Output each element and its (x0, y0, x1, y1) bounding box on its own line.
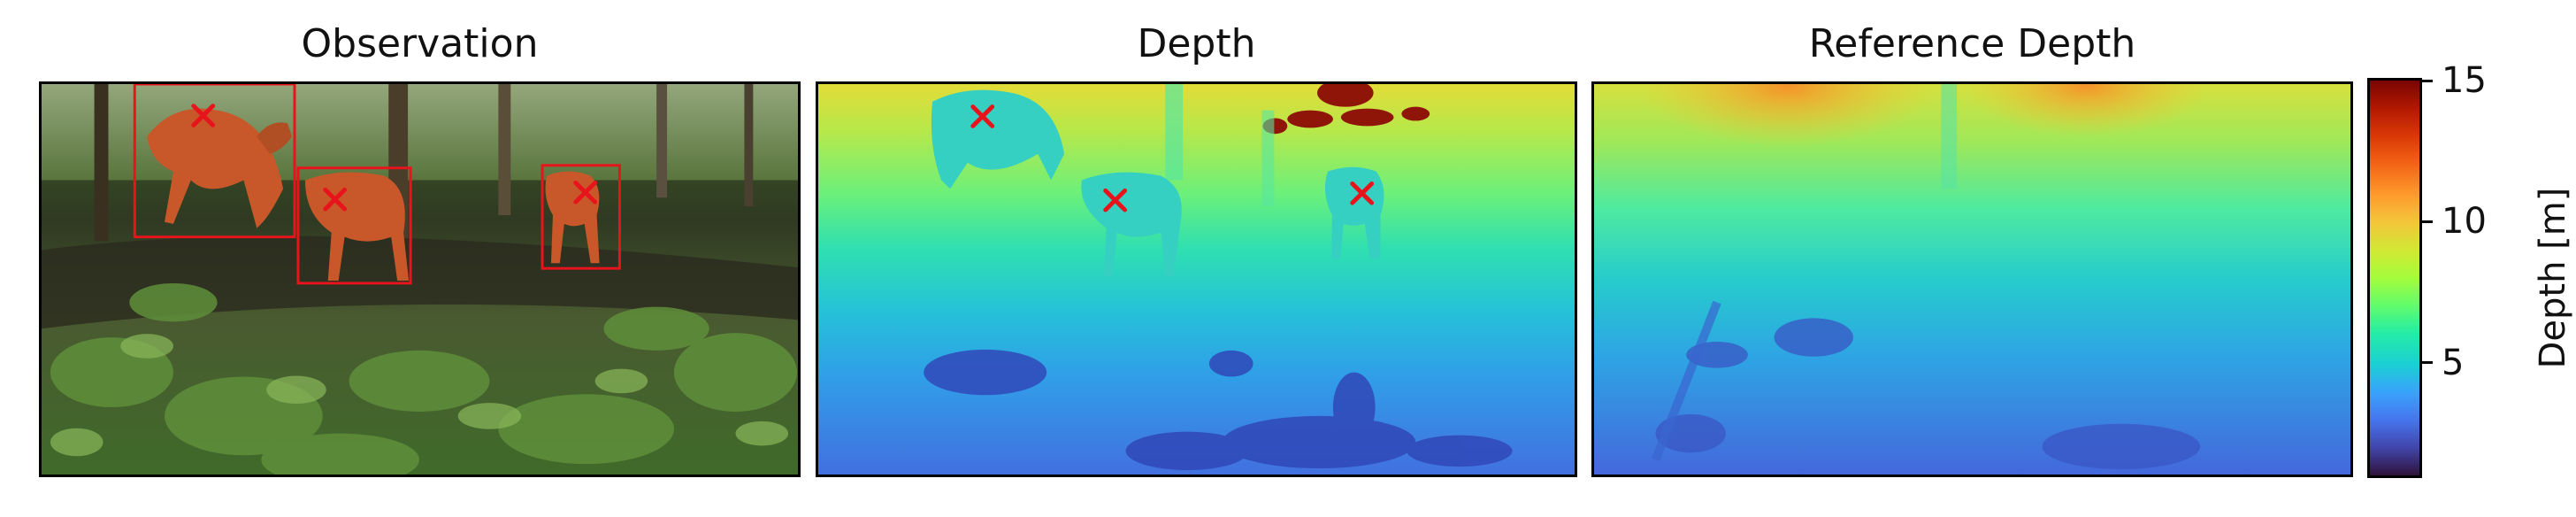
deer-depth-silhouettes (931, 89, 1384, 277)
observation-panel (39, 81, 801, 477)
depth-marker-x-2 (1103, 188, 1128, 212)
deer-2 (304, 172, 410, 281)
depth-map (818, 84, 1575, 475)
colorbar-tick-label-15: 15 (2442, 60, 2487, 101)
depth-panel (816, 81, 1577, 477)
depth-title: Depth (1137, 21, 1256, 66)
depth-colorbar (2367, 78, 2422, 478)
reference-depth-title: Reference Depth (1808, 21, 2136, 66)
deer-1 (147, 108, 293, 228)
detection-box-3 (540, 164, 621, 270)
colorbar-tick-label-10: 10 (2442, 201, 2487, 243)
detection-box-1 (133, 84, 296, 239)
reference-depth-map (1594, 84, 2350, 475)
marker-x-3 (573, 181, 598, 204)
observation-image (42, 84, 798, 475)
colorbar-tick-label-5: 5 (2442, 342, 2465, 383)
depth-marker-x-3 (1350, 181, 1375, 205)
detection-box-2 (296, 166, 412, 285)
reference-depth-panel (1591, 81, 2353, 477)
marker-x-2 (323, 187, 348, 212)
colorbar-tick-15 (2422, 79, 2433, 82)
colorbar-axis-label: Depth [m] (2533, 187, 2573, 369)
colorbar-tick-5 (2422, 361, 2433, 365)
observation-title: Observation (301, 21, 539, 66)
marker-x-1 (191, 104, 216, 127)
colorbar-tick-10 (2422, 220, 2433, 223)
depth-marker-x-1 (970, 104, 995, 128)
